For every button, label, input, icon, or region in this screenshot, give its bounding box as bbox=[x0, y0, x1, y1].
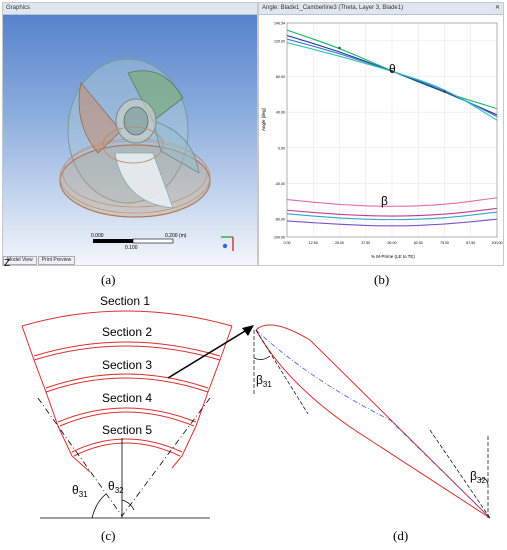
section-5-label: Section 5 bbox=[102, 423, 152, 437]
section-4-arc bbox=[57, 407, 197, 423]
chart-window-title: Angle: Blade1_Camberline3 (Theta, Layer … bbox=[259, 3, 503, 15]
graphics-panel: Graphics 0.000 0.100 0.200 (m) Model Vie… bbox=[2, 2, 258, 266]
blade-sections-diagram: Section 1 Section 2 Section 3 Section 4 … bbox=[21, 294, 254, 519]
close-icon[interactable]: ✕ bbox=[494, 5, 500, 11]
section-4-label: Section 4 bbox=[102, 391, 152, 405]
scale-tick-right: 0.200 (m) bbox=[165, 233, 187, 239]
beta-32-label: β32 bbox=[470, 469, 486, 485]
blade-pressure-side bbox=[255, 329, 491, 519]
axis-z-glyph: Z bbox=[4, 258, 11, 269]
blade-suction-side bbox=[255, 324, 491, 519]
y-tick-label: 40.00 bbox=[276, 111, 285, 115]
caption-d: (d) bbox=[393, 528, 409, 543]
y-tick-label: 140.54 bbox=[274, 22, 285, 26]
section-3-label: Section 3 bbox=[102, 358, 152, 372]
series-line-5 bbox=[286, 207, 498, 217]
y-tick-label: 80.00 bbox=[276, 75, 285, 79]
camber-line bbox=[255, 329, 491, 519]
y-tick-label: -80.00 bbox=[275, 218, 285, 222]
tab-print-preview[interactable]: Print Preview bbox=[37, 256, 76, 265]
angle-chart: 0.00 12.50 25.00 37.50 50.00 62.50 75.00 87.50 1… bbox=[261, 22, 503, 260]
x-tick-label: 87.50 bbox=[466, 241, 475, 245]
section-2-arc bbox=[33, 341, 221, 357]
x-tick-label: 62.50 bbox=[414, 241, 423, 245]
x-tick-label: 12.50 bbox=[309, 241, 318, 245]
series-line-7 bbox=[286, 218, 498, 227]
tab-model-view[interactable]: Model View bbox=[3, 256, 37, 265]
scale-tick-left: 0.000 bbox=[91, 233, 104, 239]
x-tick-label: 0.00 bbox=[284, 241, 291, 245]
control-point[interactable] bbox=[390, 69, 394, 73]
y-tick-label: -100.00 bbox=[273, 236, 285, 240]
caption-b: (b) bbox=[374, 272, 390, 287]
theta-32-label: θ32 bbox=[108, 479, 124, 495]
angle-chart-panel: Angle: Blade1_Camberline3 (Theta, Layer … bbox=[258, 2, 504, 266]
series-line-4 bbox=[286, 197, 498, 207]
control-point[interactable] bbox=[443, 90, 446, 93]
section-3-arc bbox=[45, 373, 209, 389]
x-axis-label: % M-Prime (LE to TE) bbox=[371, 254, 415, 259]
y-tick-label: 120.00 bbox=[274, 39, 285, 43]
impeller-render bbox=[59, 58, 234, 251]
x-tick-label: 37.50 bbox=[361, 241, 370, 245]
y-tick-label: -40.00 bbox=[275, 182, 285, 186]
plot-frame bbox=[286, 22, 498, 238]
scale-tick-mid: 0.100 bbox=[125, 245, 138, 251]
beta-31-label: β31 bbox=[256, 373, 272, 389]
x-tick-label: 50.00 bbox=[388, 241, 397, 245]
series-line-6 bbox=[286, 211, 498, 221]
y-tick-label: 0.00 bbox=[278, 146, 285, 150]
caption-a: (a) bbox=[101, 272, 116, 287]
graphics-window-title: Graphics bbox=[3, 3, 257, 15]
beta-annotation: β bbox=[381, 194, 388, 208]
x-tick-label: 25.00 bbox=[335, 241, 344, 245]
theta-31-label: θ31 bbox=[72, 483, 88, 499]
section-1-arc bbox=[21, 310, 233, 327]
blade-profile-diagram: β31 β32 bbox=[253, 324, 491, 519]
section-2-label: Section 2 bbox=[102, 325, 152, 339]
x-tick-label: 75.00 bbox=[440, 241, 449, 245]
x-tick-label: 100.00 bbox=[492, 241, 503, 245]
theta-annotation: θ bbox=[389, 62, 396, 76]
section-1-label: Section 1 bbox=[100, 294, 150, 308]
section-5-arc bbox=[71, 438, 183, 453]
view-tabs: Model View Print Preview bbox=[3, 256, 76, 265]
caption-c: (c) bbox=[101, 528, 116, 543]
y-axis-label: Angle [deg] bbox=[261, 108, 266, 131]
control-point[interactable] bbox=[338, 46, 341, 50]
